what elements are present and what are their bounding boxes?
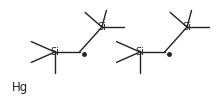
Text: Si: Si: [136, 47, 144, 57]
Text: Si: Si: [50, 47, 59, 57]
Text: Si: Si: [183, 22, 192, 32]
Text: Si: Si: [97, 22, 106, 32]
Text: Hg: Hg: [12, 81, 29, 94]
